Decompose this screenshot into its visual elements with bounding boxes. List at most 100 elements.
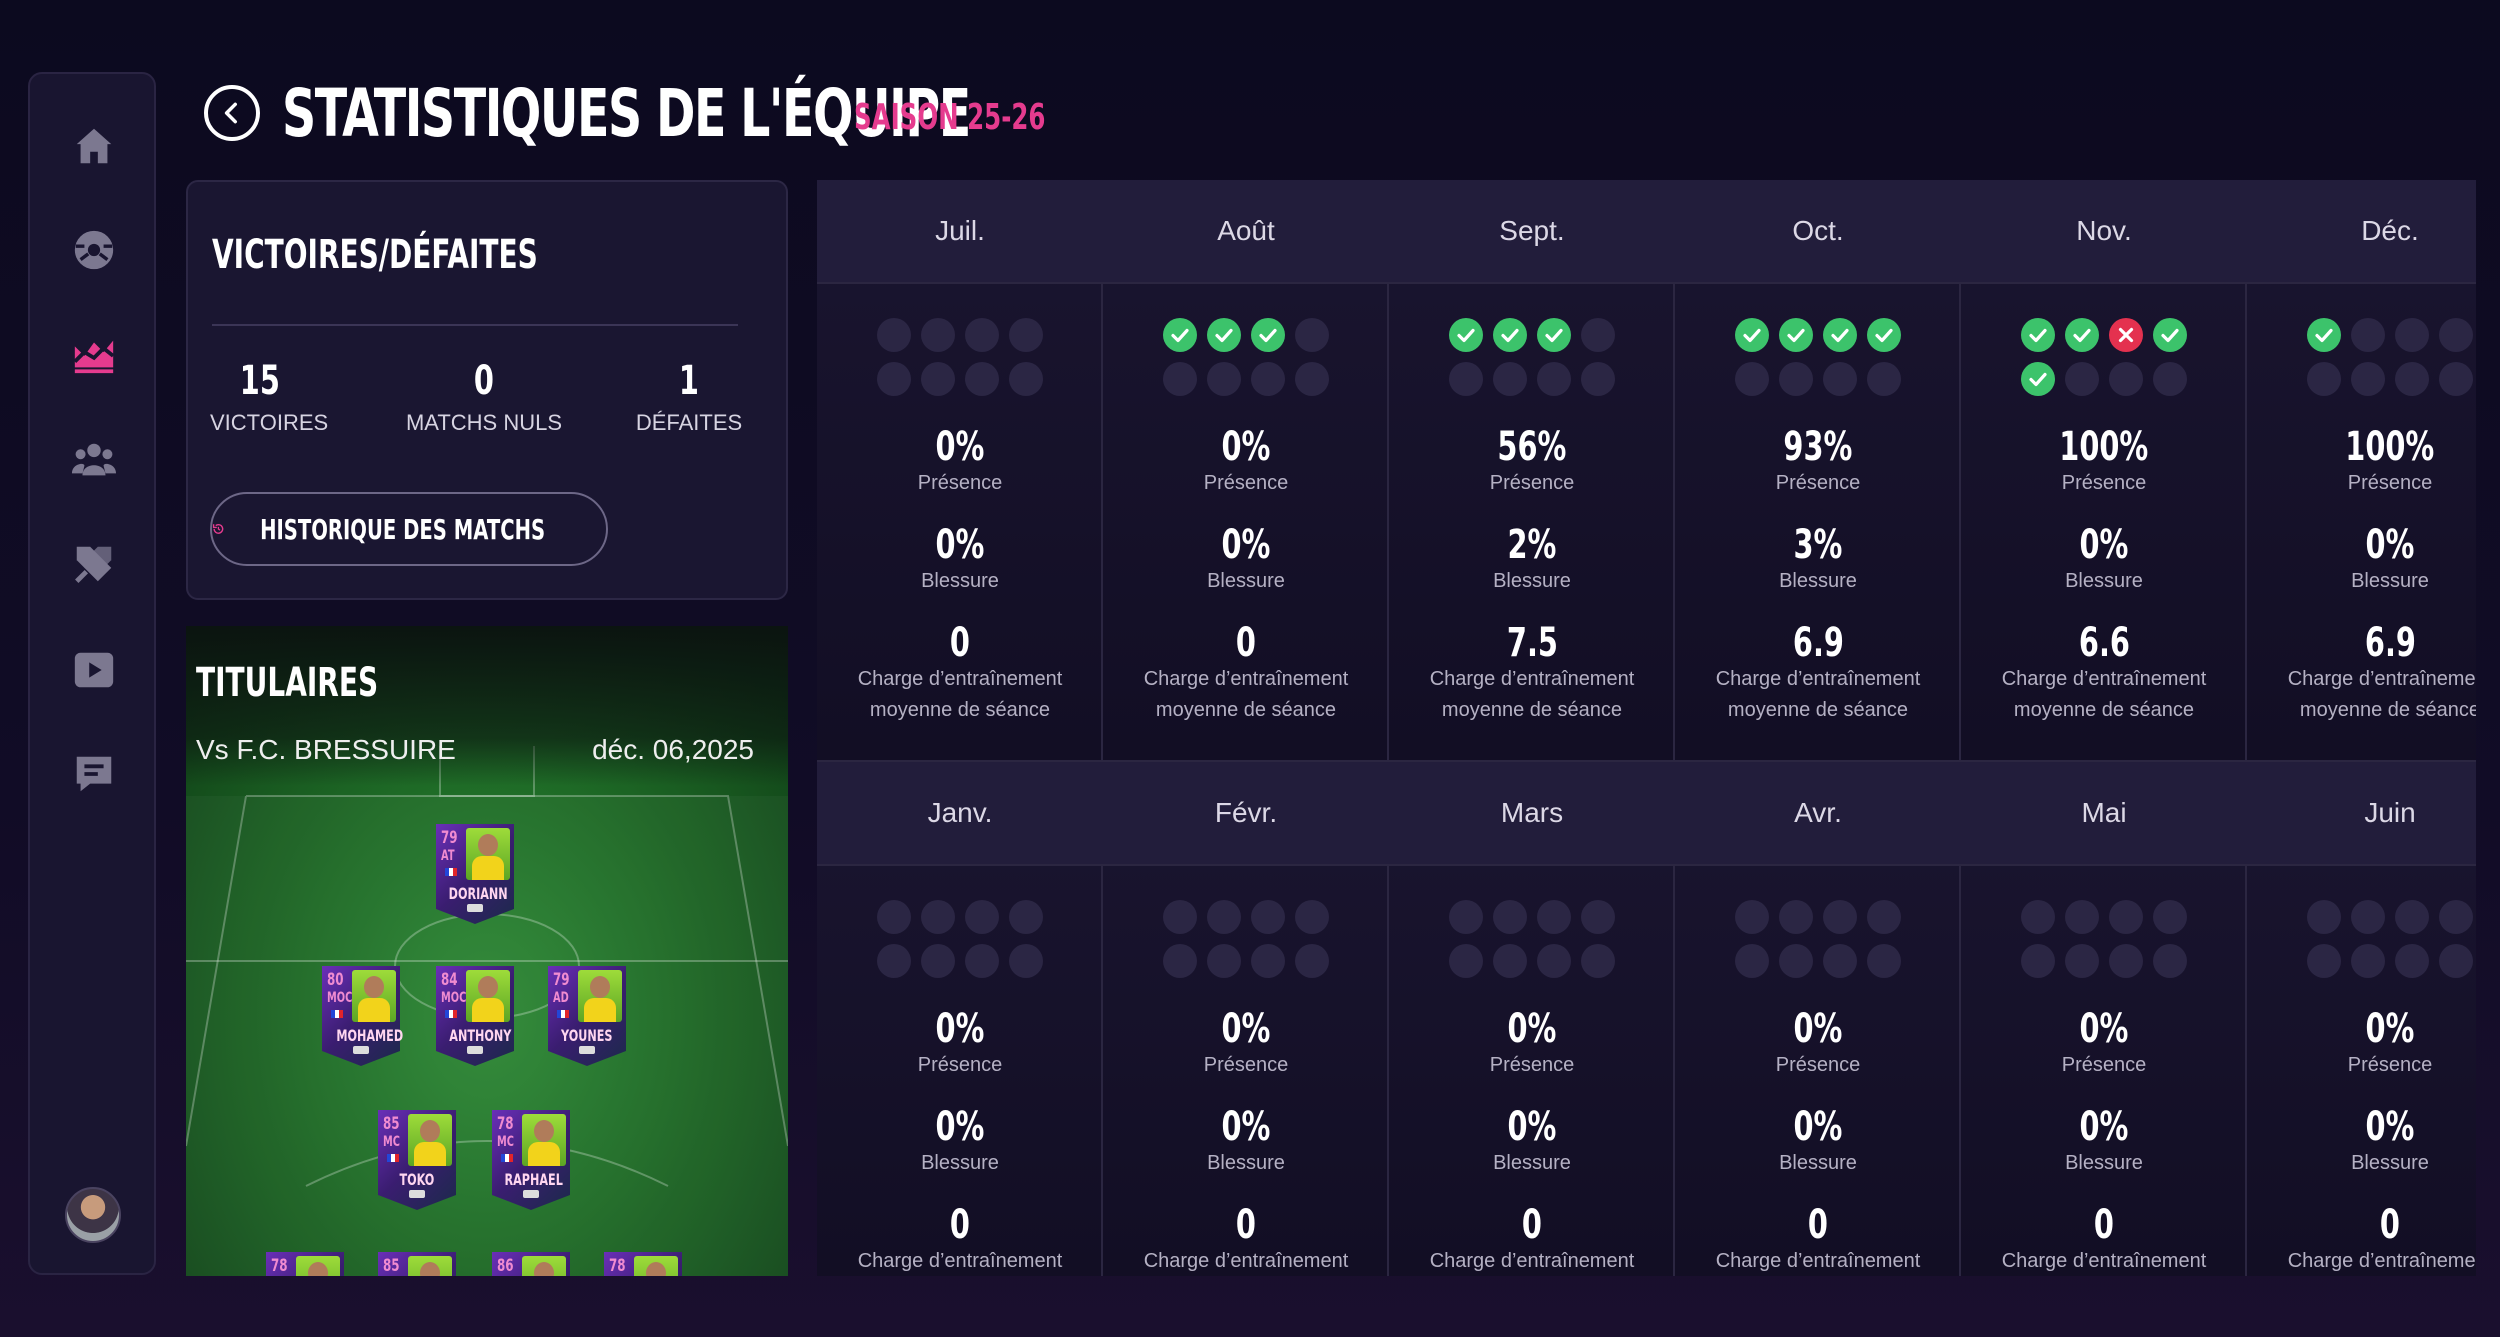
win-check-icon[interactable] — [1779, 318, 1813, 352]
empty-match-dot — [2439, 362, 2473, 396]
empty-match-dot — [2065, 944, 2099, 978]
nav-home[interactable] — [64, 116, 124, 176]
presence-value-text: 0% — [1507, 1006, 1557, 1052]
month-column: Août 0% Présence 0% Blessure 0 Charge d’entraî… — [1103, 180, 1389, 760]
nav-messages[interactable] — [64, 744, 124, 804]
training-load-value-text: 7.5 — [1506, 620, 1558, 666]
training-load-value-text: 0 — [1235, 620, 1257, 666]
nav-matches[interactable] — [64, 220, 124, 280]
empty-match-dot — [1251, 944, 1285, 978]
empty-match-dot — [1779, 362, 1813, 396]
presence-value: 0% — [817, 424, 1103, 470]
presence-value-text: 0% — [1221, 424, 1271, 470]
win-check-icon[interactable] — [1163, 318, 1197, 352]
nav-videos[interactable] — [64, 640, 124, 700]
win-check-icon[interactable] — [2065, 318, 2099, 352]
empty-match-dot — [1295, 900, 1329, 934]
player-card[interactable]: 84 MOC ANTHONY — [436, 966, 514, 1066]
player-rating: 85 — [383, 1114, 400, 1134]
win-check-icon[interactable] — [1735, 318, 1769, 352]
draws-stat: 0 MATCHS NULS — [404, 358, 564, 436]
player-card[interactable]: 85 MC TOKO — [378, 1110, 456, 1210]
win-check-icon[interactable] — [2153, 318, 2187, 352]
presence-value: 0% — [1389, 1006, 1675, 1052]
presence-value-text: 100% — [2059, 424, 2149, 470]
month-header[interactable]: Mai — [1961, 762, 2247, 866]
training-load-value: 0 — [2247, 1202, 2476, 1248]
injury-value: 2% — [1389, 522, 1675, 568]
empty-match-dot — [1207, 362, 1241, 396]
injury-value: 0% — [2247, 522, 2476, 568]
club-logo-icon — [523, 1190, 539, 1198]
club-logo-icon — [467, 904, 483, 912]
history-icon — [212, 523, 224, 534]
empty-match-dot — [2065, 362, 2099, 396]
empty-match-dot — [2153, 900, 2187, 934]
training-load-label: Charge d’entraînement — [2001, 668, 2207, 690]
match-results — [1675, 900, 1961, 990]
empty-match-dot — [1867, 362, 1901, 396]
win-check-icon[interactable] — [1537, 318, 1571, 352]
month-header[interactable]: Oct. — [1675, 180, 1961, 284]
injury-label: Blessure — [1493, 570, 1571, 592]
player-rating: 78 — [609, 1256, 626, 1276]
empty-match-dot — [1735, 944, 1769, 978]
nav-training[interactable] — [64, 534, 124, 594]
player-card[interactable]: 79 AT DORIANN — [436, 824, 514, 924]
player-photo — [408, 1256, 452, 1276]
injury-value-text: 3% — [1793, 522, 1843, 568]
empty-match-dot — [1537, 944, 1571, 978]
empty-match-dot — [2307, 362, 2341, 396]
win-check-icon[interactable] — [1823, 318, 1857, 352]
player-card[interactable]: 86 — [492, 1252, 570, 1276]
player-card[interactable]: 78 — [266, 1252, 344, 1276]
injury-value: 0% — [1961, 1104, 2247, 1150]
month-header[interactable]: Avr. — [1675, 762, 1961, 866]
flag-icon — [501, 1154, 513, 1162]
month-header[interactable]: Janv. — [817, 762, 1103, 866]
back-button[interactable] — [204, 85, 260, 141]
month-header[interactable]: Déc. — [2247, 180, 2476, 284]
win-check-icon[interactable] — [1867, 318, 1901, 352]
win-check-icon[interactable] — [2307, 318, 2341, 352]
training-load-label-line2: moyenne de séance — [1727, 699, 1909, 721]
month-header[interactable]: Févr. — [1103, 762, 1389, 866]
empty-match-dot — [1537, 900, 1571, 934]
user-avatar[interactable] — [65, 1187, 121, 1243]
player-photo — [466, 970, 510, 1022]
sidebar — [28, 72, 156, 1275]
match-history-button[interactable]: HISTORIQUE DES MATCHS — [210, 492, 608, 566]
win-check-icon[interactable] — [1493, 318, 1527, 352]
messages-icon — [76, 756, 112, 792]
nav-team[interactable] — [64, 430, 124, 490]
win-check-icon[interactable] — [2021, 362, 2055, 396]
win-check-icon[interactable] — [2021, 318, 2055, 352]
month-header[interactable]: Juin — [2247, 762, 2476, 866]
month-header[interactable]: Sept. — [1389, 180, 1675, 284]
injury-value: 0% — [1389, 1104, 1675, 1150]
player-position: MOC — [441, 990, 467, 1006]
month-header[interactable]: Mars — [1389, 762, 1675, 866]
injury-label: Blessure — [921, 570, 999, 592]
nav-statistics[interactable] — [64, 324, 124, 384]
month-header[interactable]: Juil. — [817, 180, 1103, 284]
losses-label: DÉFAITES — [635, 410, 743, 435]
injury-label: Blessure — [1207, 1152, 1285, 1174]
loss-x-icon[interactable] — [2109, 318, 2143, 352]
win-check-icon[interactable] — [1251, 318, 1285, 352]
empty-match-dot — [2307, 900, 2341, 934]
win-check-icon[interactable] — [1207, 318, 1241, 352]
win-check-icon[interactable] — [1449, 318, 1483, 352]
lineup-panel: TITULAIRES Vs F.C. BRESSUIRE déc. 06,202… — [186, 626, 788, 1276]
month-header[interactable]: Août — [1103, 180, 1389, 284]
player-card[interactable]: 80 MOC MOHAMED — [322, 966, 403, 1066]
player-card[interactable]: 85 — [378, 1252, 456, 1276]
player-card[interactable]: 79 AD YOUNES — [548, 966, 626, 1066]
training-load-value: 0 — [817, 620, 1103, 666]
player-card[interactable]: 78 MC RAPHAEL — [492, 1110, 570, 1210]
month-header[interactable]: Nov. — [1961, 180, 2247, 284]
club-logo-icon — [409, 1190, 425, 1198]
player-card[interactable]: 78 — [604, 1252, 682, 1276]
empty-match-dot — [921, 900, 955, 934]
presence-value: 100% — [1961, 424, 2247, 470]
